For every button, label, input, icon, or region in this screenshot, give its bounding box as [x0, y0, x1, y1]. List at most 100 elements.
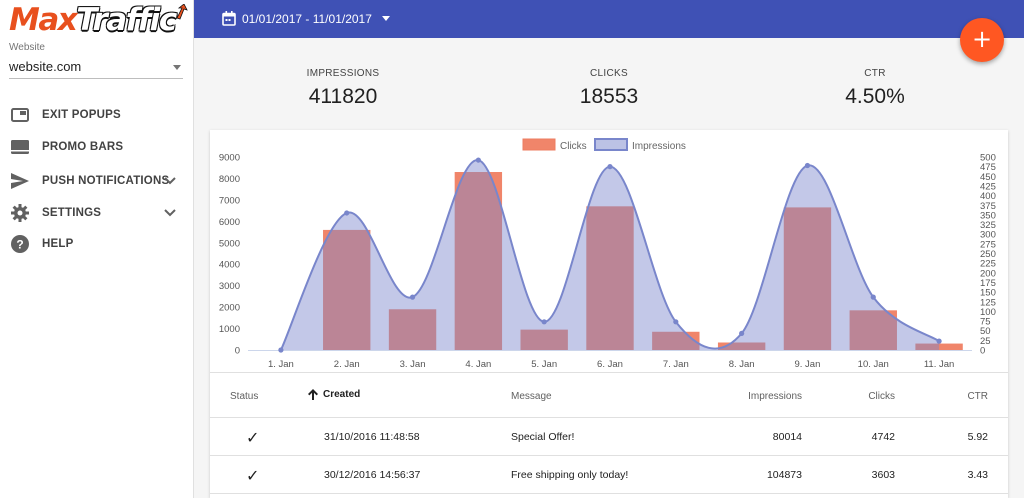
- table-row[interactable]: ✓ 31/10/2016 11:48:58 Special Offer! 800…: [210, 418, 1008, 456]
- bar-icon: [10, 137, 30, 157]
- chevron-down-icon[interactable]: [164, 209, 176, 217]
- x-tick-label: 3. Jan: [400, 359, 426, 370]
- stats-card: 0 1000 2000 3000 4000 5000 6000 7000 8000 9000 0 25…: [210, 130, 1008, 498]
- impressions-point: [475, 157, 481, 163]
- x-tick-label: 7. Jan: [663, 359, 689, 370]
- y-right-tick-label: 175: [980, 278, 996, 289]
- stat-clicks: CLICKS 18553: [559, 68, 659, 109]
- x-tick-label: 4. Jan: [465, 359, 491, 370]
- impressions-point: [936, 338, 942, 344]
- date-range-text: 01/01/2017 - 11/01/2017: [242, 11, 372, 26]
- created-cell: 30/12/2016 14:56:37: [324, 469, 421, 481]
- impressions-cell: 80014: [772, 431, 802, 443]
- column-header-status[interactable]: Status: [230, 391, 259, 402]
- column-header-created[interactable]: Created: [308, 389, 360, 400]
- impressions-point: [278, 347, 284, 353]
- send-icon: [10, 171, 30, 191]
- y-right-tick-label: 375: [980, 201, 996, 212]
- y-right-tick-label: 325: [980, 220, 996, 231]
- nav-push-notifications[interactable]: PUSH NOTIFICATIONS: [0, 166, 194, 196]
- impressions-area: [280, 159, 940, 350]
- impressions-point: [673, 319, 679, 325]
- logo-text-max: Max: [9, 2, 78, 38]
- y-right-tick-label: 75: [980, 317, 991, 328]
- stat-ctr: CTR 4.50%: [825, 68, 925, 109]
- column-header-ctr[interactable]: CTR: [967, 391, 988, 402]
- ctr-cell: 5.92: [967, 431, 988, 443]
- nav-label: SETTINGS: [42, 207, 102, 219]
- nav-promo-bars[interactable]: PROMO BARS: [0, 132, 194, 162]
- y-left-tick-label: 7000: [219, 195, 240, 206]
- sort-arrow-up-icon: [308, 389, 318, 400]
- legend-label-clicks: Clicks: [560, 141, 587, 152]
- y-left-tick-label: 9000: [219, 153, 240, 164]
- impressions-point: [344, 210, 350, 216]
- y-right-tick-label: 0: [980, 346, 985, 357]
- x-tick-label: 8. Jan: [729, 359, 755, 370]
- dropdown-caret-icon: [173, 65, 181, 70]
- stat-value: 411820: [308, 85, 378, 108]
- nav-label: HELP: [42, 238, 74, 250]
- y-left-tick-label: 2000: [219, 303, 240, 314]
- y-left-tick-label: 3000: [219, 281, 240, 292]
- nav-label: PROMO BARS: [42, 141, 124, 153]
- y-right-tick-label: 25: [980, 336, 991, 347]
- gear-icon: [10, 203, 30, 223]
- calendar-icon: [222, 11, 236, 26]
- y-left-tick-label: 5000: [219, 238, 240, 249]
- y-right-tick-label: 425: [980, 181, 996, 192]
- clicks-bar: [652, 331, 700, 350]
- created-cell: 31/10/2016 11:48:58: [324, 431, 420, 443]
- date-range-picker[interactable]: 01/01/2017 - 11/01/2017: [222, 11, 390, 26]
- clicks-impressions-chart: 0100020003000400050006000700080009000025…: [219, 138, 996, 370]
- nav-exit-popups[interactable]: EXIT POPUPS: [0, 100, 194, 130]
- x-tick-label: 9. Jan: [795, 359, 821, 370]
- y-right-tick-label: 400: [980, 191, 996, 202]
- x-tick-label: 1. Jan: [268, 359, 294, 370]
- website-value: website.com: [9, 59, 82, 74]
- y-right-tick-label: 275: [980, 239, 996, 250]
- nav-label: PUSH NOTIFICATIONS: [42, 175, 170, 187]
- check-icon: ✓: [246, 430, 260, 447]
- logo-text-traffic: Traffic: [76, 2, 177, 38]
- website-select[interactable]: website.com: [9, 57, 183, 79]
- sidebar: MaxTraffic Website website.com EXIT POPU…: [0, 0, 194, 498]
- y-right-tick-label: 150: [980, 288, 996, 299]
- clicks-cell: 4742: [871, 431, 895, 443]
- dropdown-caret-icon: [381, 16, 390, 21]
- y-right-tick-label: 125: [980, 297, 996, 308]
- message-cell: Free shipping only today!: [511, 469, 629, 481]
- x-tick-label: 6. Jan: [597, 359, 623, 370]
- chevron-down-icon[interactable]: [164, 177, 176, 185]
- y-left-tick-label: 6000: [219, 217, 240, 228]
- impressions-line: [280, 159, 940, 351]
- stat-label: CLICKS: [590, 68, 628, 79]
- column-header-clicks[interactable]: Clicks: [868, 391, 895, 402]
- y-right-tick-label: 475: [980, 162, 996, 173]
- column-header-impressions[interactable]: Impressions: [748, 391, 802, 402]
- y-left-tick-label: 8000: [219, 174, 240, 185]
- nav-help[interactable]: ? HELP: [0, 229, 194, 259]
- impressions-point: [870, 294, 876, 300]
- legend-label-impressions: Impressions: [632, 141, 686, 152]
- popup-icon: [10, 105, 30, 125]
- y-right-tick-label: 250: [980, 249, 996, 260]
- maxtraffic-logo[interactable]: MaxTraffic: [9, 2, 189, 38]
- clicks-cell: 3603: [871, 469, 895, 481]
- add-button[interactable]: +: [960, 18, 1004, 62]
- x-tick-label: 5. Jan: [531, 359, 557, 370]
- y-right-tick-label: 50: [980, 326, 991, 337]
- table-row[interactable]: ✓ 30/12/2016 14:56:37 Free shipping only…: [210, 456, 1008, 494]
- message-cell: Special Offer!: [511, 431, 575, 443]
- impressions-point: [804, 162, 811, 169]
- nav-settings[interactable]: SETTINGS: [0, 198, 194, 228]
- stat-value: 18553: [579, 85, 639, 108]
- website-label: Website: [9, 42, 45, 53]
- clicks-bar: [717, 342, 766, 350]
- legend-swatch-clicks: [522, 138, 556, 151]
- y-left-tick-label: 0: [235, 346, 240, 357]
- legend-swatch-impressions: [594, 138, 628, 151]
- column-header-message[interactable]: Message: [511, 391, 552, 402]
- y-left-tick-label: 4000: [219, 260, 240, 271]
- ctr-cell: 3.43: [967, 469, 988, 481]
